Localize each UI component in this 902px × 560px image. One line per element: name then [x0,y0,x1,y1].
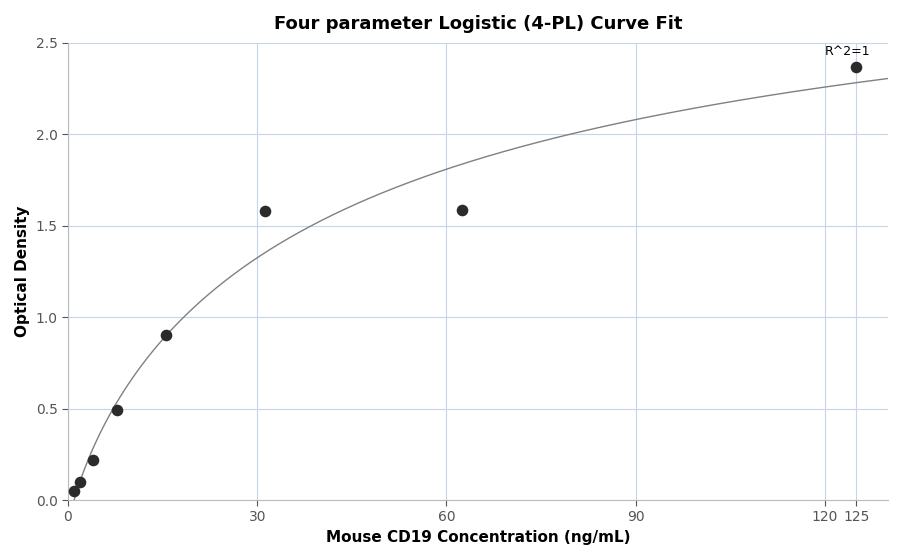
Text: R^2=1: R^2=1 [824,44,870,58]
Title: Four parameter Logistic (4-PL) Curve Fit: Four parameter Logistic (4-PL) Curve Fit [273,15,682,33]
Point [67,487,81,496]
Point [848,62,862,71]
Point [110,406,124,415]
Point [73,477,87,486]
Point [159,331,173,340]
Point [86,455,100,464]
Y-axis label: Optical Density: Optical Density [15,206,30,337]
Point [455,206,469,214]
X-axis label: Mouse CD19 Concentration (ng/mL): Mouse CD19 Concentration (ng/mL) [326,530,630,545]
Point [258,207,272,216]
